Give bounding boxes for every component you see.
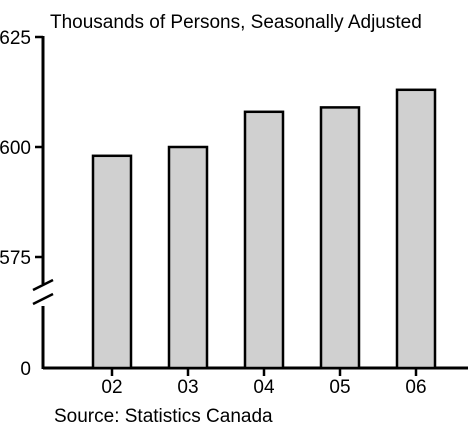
y-tick-label: 625 xyxy=(0,28,31,49)
axis-break-icon xyxy=(32,278,54,306)
y-tick-label: 0 xyxy=(20,359,31,380)
source-note: Source: Statistics Canada xyxy=(54,406,273,427)
x-tick-label: 04 xyxy=(253,377,275,398)
bar-05 xyxy=(319,106,361,370)
x-tick-label: 02 xyxy=(101,377,122,398)
x-tick-label: 03 xyxy=(177,377,198,398)
bar-03 xyxy=(167,145,209,370)
bar-04 xyxy=(243,110,285,370)
bar-02 xyxy=(91,154,133,370)
chart-title: Thousands of Persons, Seasonally Adjuste… xyxy=(50,12,422,33)
y-tick-label: 575 xyxy=(0,248,31,269)
bar-06 xyxy=(395,88,437,370)
y-tick-label: 600 xyxy=(0,138,31,159)
x-tick-label: 05 xyxy=(329,377,350,398)
x-tick-label: 06 xyxy=(405,377,426,398)
